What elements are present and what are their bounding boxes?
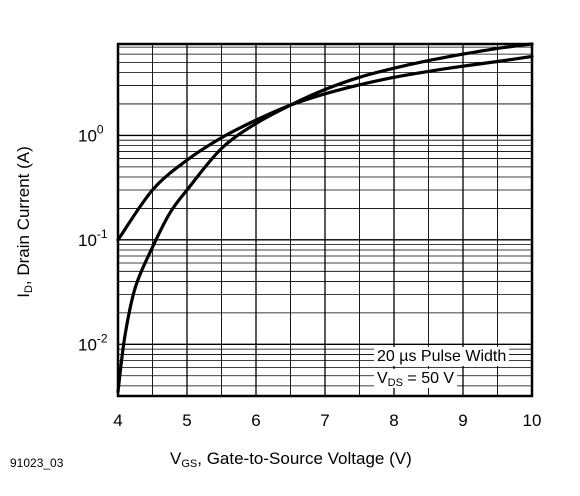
plot-frame (116, 42, 534, 398)
x-tick-label: 10 (523, 411, 542, 430)
y-axis-label: ID, Drain Current (A) (14, 146, 35, 298)
annotation-vds: VDS = 50 V (374, 369, 458, 389)
series-line-1 (116, 54, 534, 242)
series-layer (116, 42, 534, 394)
y-tick-label: 10-1 (78, 227, 108, 250)
x-tick-label: 9 (458, 411, 467, 430)
x-tick-label: 5 (182, 411, 191, 430)
x-tick-label: 4 (113, 411, 122, 430)
x-tick-label: 7 (320, 411, 329, 430)
figure-id: 91023_03 (10, 456, 64, 470)
x-axis-label: VGS, Gate-to-Source Voltage (V) (170, 449, 412, 470)
grid (117, 44, 533, 396)
annotation-pulse-width: 20 µs Pulse Width (374, 347, 510, 366)
y-tick-label: 100 (78, 122, 104, 145)
x-tick-label: 8 (389, 411, 398, 430)
y-tick-label: 10-2 (78, 331, 108, 354)
x-tick-label: 6 (251, 411, 260, 430)
tick-labels: 4 5 6 7 8 9 10 100 10-1 10-2 (78, 122, 541, 430)
series-line-2 (116, 42, 534, 394)
